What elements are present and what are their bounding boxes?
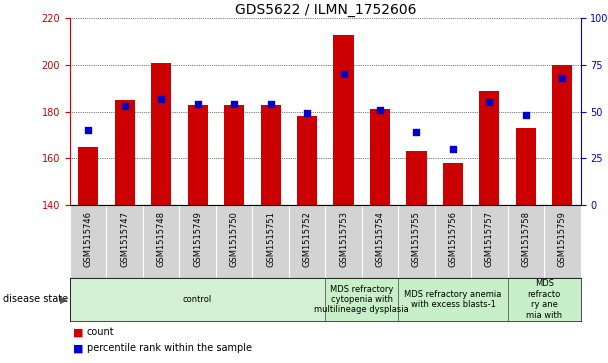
Text: MDS refractory
cytopenia with
multilineage dysplasia: MDS refractory cytopenia with multilinea… <box>314 285 409 314</box>
Text: GSM1515753: GSM1515753 <box>339 211 348 267</box>
Bar <box>443 163 463 205</box>
Bar <box>508 278 581 321</box>
Text: GSM1515757: GSM1515757 <box>485 211 494 267</box>
Text: GSM1515755: GSM1515755 <box>412 211 421 267</box>
Text: count: count <box>87 327 114 337</box>
Text: GSM1515746: GSM1515746 <box>84 211 92 267</box>
Text: GSM1515759: GSM1515759 <box>558 211 567 267</box>
Text: control: control <box>183 295 212 304</box>
Point <box>266 101 275 107</box>
Text: MDS refractory anemia
with excess blasts-1: MDS refractory anemia with excess blasts… <box>404 290 502 309</box>
Point <box>339 72 348 77</box>
Point <box>375 107 385 113</box>
Title: GDS5622 / ILMN_1752606: GDS5622 / ILMN_1752606 <box>235 3 416 17</box>
Text: MDS
refracto
ry ane
mia with: MDS refracto ry ane mia with <box>526 280 562 319</box>
Text: GSM1515750: GSM1515750 <box>230 211 238 267</box>
Text: disease state: disease state <box>3 294 68 305</box>
Text: GSM1515748: GSM1515748 <box>157 211 165 267</box>
Point <box>156 95 166 101</box>
Bar <box>370 109 390 205</box>
Point <box>193 101 202 107</box>
Bar <box>552 65 572 205</box>
Bar <box>114 100 134 205</box>
Bar <box>297 116 317 205</box>
Text: ▶: ▶ <box>60 294 67 305</box>
Point <box>412 129 421 135</box>
Point <box>558 75 567 81</box>
Text: ■: ■ <box>73 343 83 354</box>
Text: GSM1515751: GSM1515751 <box>266 211 275 267</box>
Text: GSM1515747: GSM1515747 <box>120 211 129 267</box>
Point <box>120 103 130 109</box>
Text: GSM1515749: GSM1515749 <box>193 211 202 267</box>
Bar <box>479 91 499 205</box>
Point <box>485 99 494 105</box>
Point <box>521 113 531 118</box>
Text: GSM1515756: GSM1515756 <box>449 211 457 267</box>
Text: percentile rank within the sample: percentile rank within the sample <box>87 343 252 354</box>
Point <box>229 101 239 107</box>
Bar <box>151 62 171 205</box>
Bar <box>187 105 207 205</box>
Bar <box>78 147 98 205</box>
Point <box>448 146 458 152</box>
Bar <box>260 105 280 205</box>
Bar <box>70 278 325 321</box>
Bar <box>406 151 426 205</box>
Text: GSM1515758: GSM1515758 <box>522 211 530 267</box>
Text: GSM1515752: GSM1515752 <box>303 211 311 267</box>
Point <box>302 111 312 117</box>
Bar <box>224 105 244 205</box>
Text: ■: ■ <box>73 327 83 337</box>
Bar <box>398 278 508 321</box>
Bar <box>516 128 536 205</box>
Point <box>83 127 93 133</box>
Text: GSM1515754: GSM1515754 <box>376 211 384 267</box>
Bar <box>325 278 398 321</box>
Bar <box>333 34 353 205</box>
